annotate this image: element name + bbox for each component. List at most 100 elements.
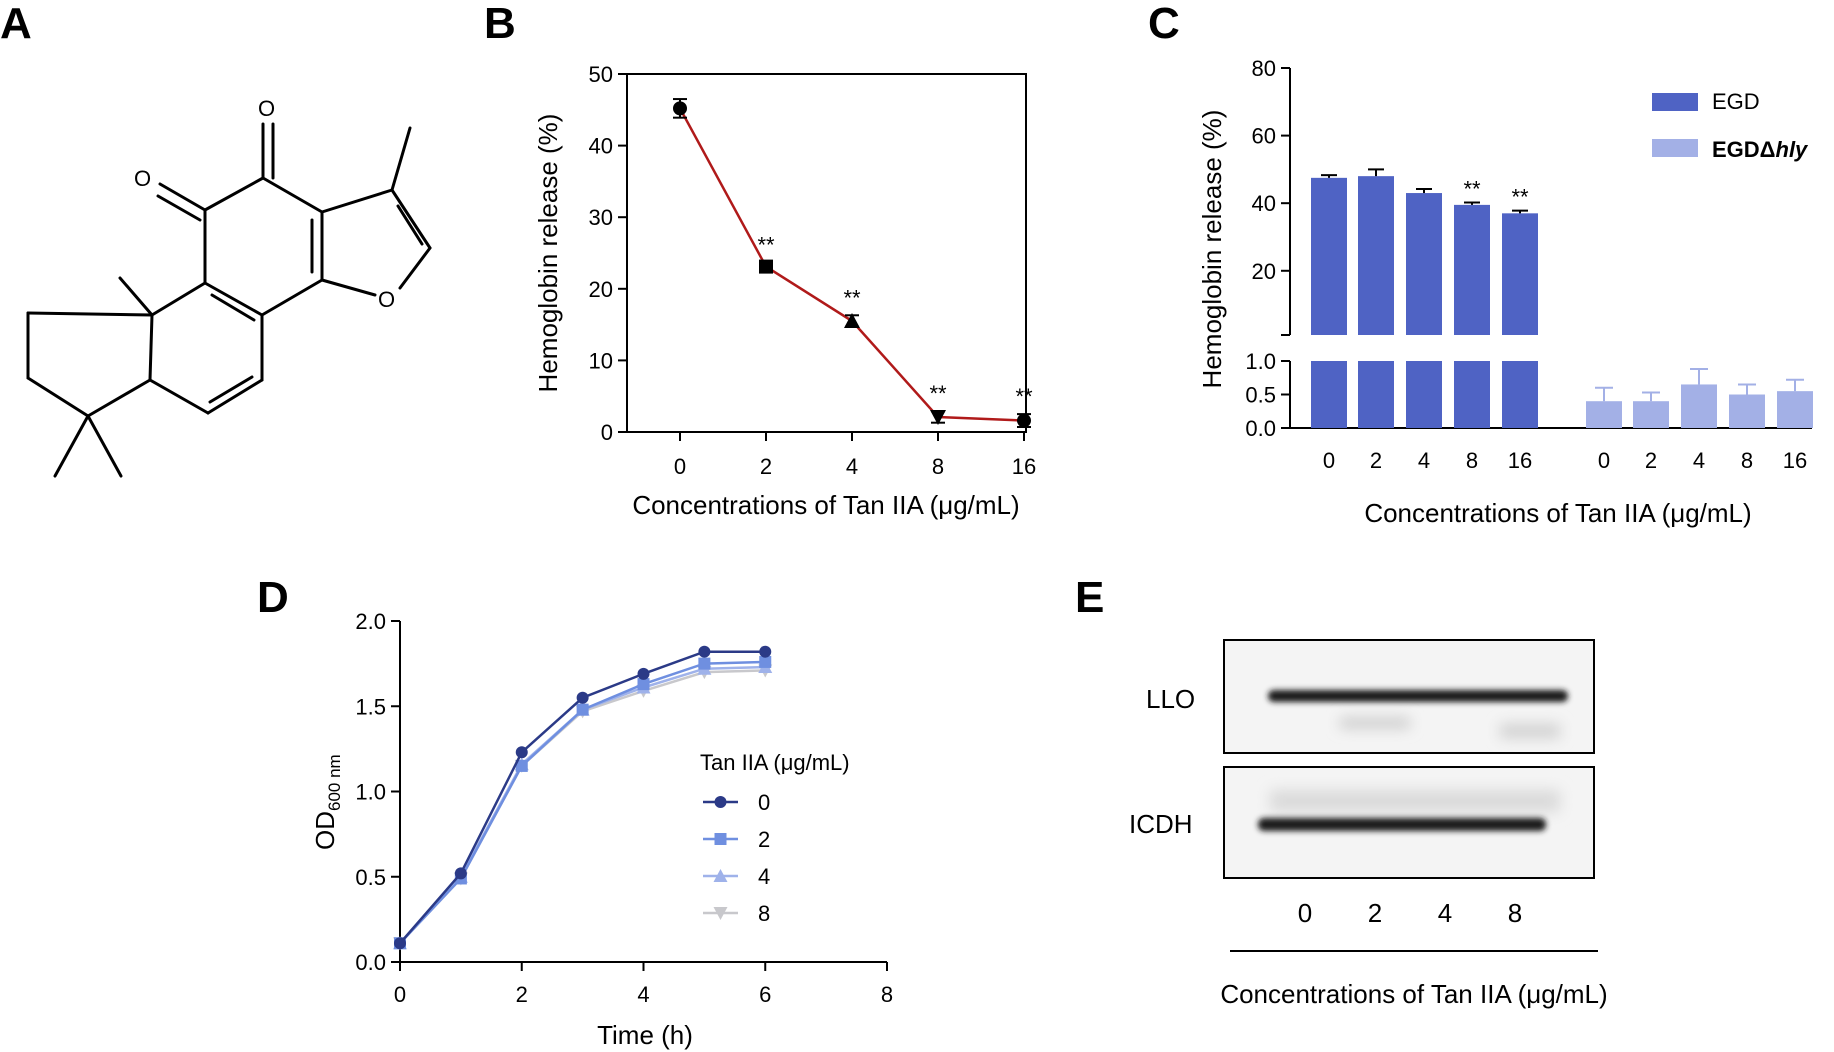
- chart-b-ytick-label: 0: [601, 420, 613, 445]
- chart-c-bar: [1311, 177, 1347, 335]
- chart-c-legend: EGD EGDΔhly: [1652, 89, 1809, 162]
- chart-b-xtick-label: 8: [932, 454, 944, 479]
- chart-d-point-0: [698, 645, 711, 658]
- chart-c-ytick-label: 0.5: [1245, 383, 1276, 408]
- chart-d-legend-label: 8: [758, 901, 770, 926]
- chart-d-point-0: [637, 667, 650, 680]
- chart-d-point-2: [637, 678, 650, 691]
- chart-c-bar-lower: [1311, 361, 1347, 428]
- panel-a-label: A: [0, 0, 32, 48]
- chart-c-xtick-label: 2: [1645, 448, 1657, 473]
- chart-c-legend-swatch-hly: [1652, 139, 1698, 157]
- blot-llo: [1223, 639, 1595, 754]
- chart-c-bar: [1358, 176, 1394, 335]
- chart-b-xtick-label: 4: [846, 454, 858, 479]
- chart-c-ytick-label: 20: [1252, 259, 1276, 284]
- chart-b-xlabel: Concentrations of Tan IIA (μg/mL): [632, 490, 1019, 520]
- chart-b-point: [673, 101, 687, 116]
- chart-c-bar: [1586, 401, 1622, 428]
- blot-lane-label: 4: [1438, 898, 1452, 928]
- chart-b-xtick-label: 0: [674, 454, 686, 479]
- chart-d-ytick-label: 0.0: [355, 950, 386, 975]
- chart-c-bar: [1633, 401, 1669, 428]
- chart-d-legend-marker: [713, 869, 728, 882]
- chart-b-significance: **: [843, 285, 861, 310]
- chart-d-legend-label: 4: [758, 864, 770, 889]
- atom-o3: O: [378, 287, 395, 312]
- chart-d-ytick-label: 0.5: [355, 865, 386, 890]
- chart-d-point-0: [454, 867, 467, 880]
- chart-c-significance: **: [1511, 185, 1529, 210]
- chart-c-xtick-label: 4: [1418, 448, 1430, 473]
- atom-o2: O: [134, 166, 151, 191]
- chart-c-bar: [1777, 391, 1813, 428]
- chart-d-xtick-label: 8: [881, 982, 893, 1007]
- chart-b-significance: **: [1015, 384, 1033, 409]
- chart-d-ylabel: OD600 nm: [310, 754, 344, 850]
- chart-c-significance: **: [1463, 177, 1481, 202]
- chart-d-point-2: [576, 703, 589, 716]
- panel-b: B 0 10 20 30 40 50 0 2 4 8 16 ** ** ** ** Hemoglobin…: [484, 0, 1036, 520]
- chart-c-xtick-label: 4: [1693, 448, 1705, 473]
- chart-b-point: [1017, 413, 1031, 428]
- chart-c-ytick-label: 60: [1252, 124, 1276, 149]
- blot-lane-labels: 0 2 4 8: [1298, 898, 1522, 928]
- chart-b-xtick-label: 2: [760, 454, 772, 479]
- chart-d-legend-label: 0: [758, 790, 770, 815]
- panel-d: D 0.0 0.5 1.0 1.5 2.0 0 2 4 6 8 Tan IIA (μg/mL) 0 2…: [257, 573, 893, 1050]
- chart-d-xlabel: Time (h): [597, 1020, 693, 1050]
- chart-c-ytick-label: 80: [1252, 56, 1276, 81]
- chart-c-bars: ** **: [1311, 168, 1813, 428]
- chart-c-bar: [1729, 394, 1765, 428]
- chart-b-xtick-label: 16: [1012, 454, 1036, 479]
- panel-c-label: C: [1148, 0, 1180, 48]
- chart-c-x-axis: 0 2 4 8 16 0 2 4 8 16: [1323, 448, 1807, 473]
- chart-d-xtick-label: 0: [394, 982, 406, 1007]
- chart-c-bar-lower: [1454, 361, 1490, 428]
- chart-b-ylabel: Hemoglobin release (%): [533, 114, 563, 393]
- chart-d-ytick-label: 1.5: [355, 694, 386, 719]
- blot-icdh: [1223, 766, 1595, 879]
- chart-c-xtick-label: 16: [1508, 448, 1532, 473]
- chart-d-legend-label: 2: [758, 827, 770, 852]
- chart-d-xtick-label: 4: [637, 982, 649, 1007]
- chart-b-ytick-label: 50: [589, 62, 613, 87]
- chart-b-significance: **: [929, 381, 947, 406]
- panel-e-label: E: [1075, 573, 1104, 622]
- chart-d: 0.0 0.5 1.0 1.5 2.0 0 2 4 6 8 Tan IIA (μg/mL) 0 2 4 8…: [310, 609, 893, 1050]
- panel-a: A: [0, 0, 432, 478]
- atom-o1: O: [258, 96, 275, 121]
- chart-b-frame: [626, 73, 1027, 433]
- chart-b-point: [844, 313, 860, 329]
- chart-d-xtick-label: 6: [759, 982, 771, 1007]
- chart-c-xtick-label: 0: [1323, 448, 1335, 473]
- chart-b-point: [930, 409, 946, 425]
- chart-c-bar: [1502, 213, 1538, 335]
- chart-d-legend-marker: [714, 796, 727, 808]
- chart-d-series: [393, 645, 773, 951]
- chart-c-ytick-label: 40: [1252, 191, 1276, 216]
- chart-d-point-2: [698, 657, 711, 670]
- chart-c-ytick-label: 1.0: [1245, 349, 1276, 374]
- chart-b-series-line: [678, 107, 1025, 422]
- chart-d-xtick-label: 2: [516, 982, 528, 1007]
- blot-lane-label: 0: [1298, 898, 1312, 928]
- chart-d-legend: Tan IIA (μg/mL) 0 2 4 8: [700, 750, 850, 926]
- chart-d-point-0: [515, 746, 528, 759]
- chart-d-point-2: [515, 759, 528, 772]
- chart-c-legend-label-egd: EGD: [1712, 89, 1760, 114]
- band-label-icdh: ICDH: [1129, 809, 1193, 839]
- chart-c-legend-label-hly: EGDΔhly: [1712, 137, 1809, 162]
- chart-c-bar: [1681, 384, 1717, 428]
- chart-c-xtick-label: 0: [1598, 448, 1610, 473]
- chart-b-significance: **: [757, 232, 775, 257]
- chart-c-bar: [1406, 193, 1442, 335]
- chart-b: 0 10 20 30 40 50 0 2 4 8 16 ** ** ** ** Hemoglobin r…: [533, 62, 1036, 520]
- blot-lane-label: 8: [1508, 898, 1522, 928]
- chart-c-xlabel: Concentrations of Tan IIA (μg/mL): [1364, 498, 1751, 528]
- chart-c-bar-lower: [1358, 361, 1394, 428]
- chart-c-xtick-label: 8: [1466, 448, 1478, 473]
- panel-b-label: B: [484, 0, 516, 48]
